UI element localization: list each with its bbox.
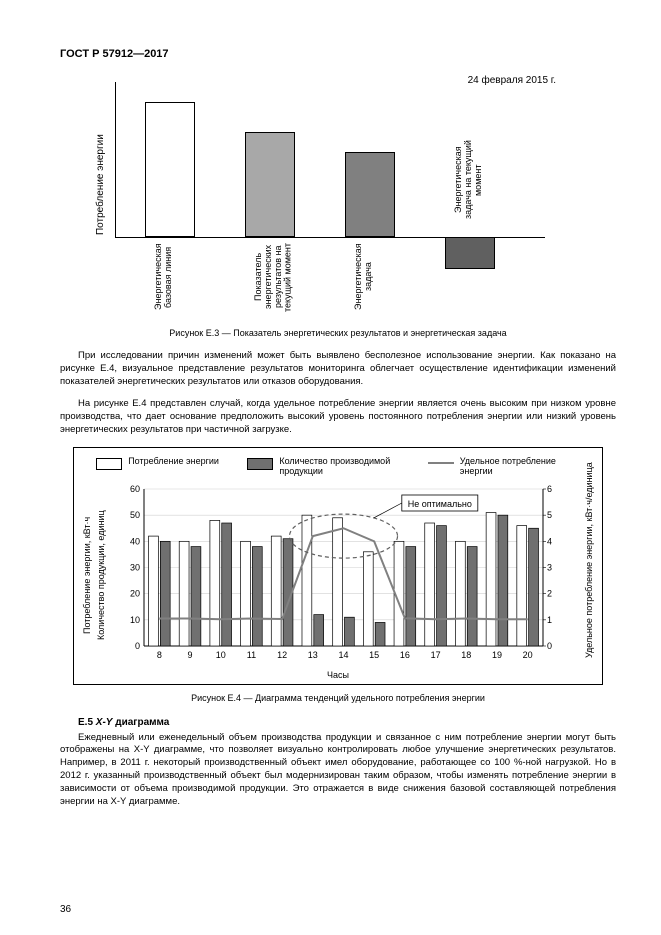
chart-e4: Потребление энергии Количество производи… [73, 447, 603, 685]
legend-product-label: Количество производимой продукции [279, 456, 399, 477]
chart-e3-yaxis-label: Потребление энергии [95, 115, 106, 255]
svg-text:30: 30 [130, 562, 140, 572]
svg-text:2: 2 [547, 588, 552, 598]
svg-text:50: 50 [130, 510, 140, 520]
svg-text:14: 14 [338, 650, 348, 660]
svg-text:8: 8 [157, 650, 162, 660]
legend-product-swatch [247, 458, 273, 470]
chart-e4-ylabel-energy: Потребление энергии, кВт·ч [82, 498, 92, 653]
svg-text:15: 15 [369, 650, 379, 660]
svg-text:40: 40 [130, 536, 140, 546]
page-number: 36 [60, 904, 71, 915]
chart-e3-bar-label: Энергетическаязадача [354, 240, 388, 314]
svg-text:11: 11 [247, 650, 256, 660]
chart-e3-bar-label: Энергетическаябазовая линия [154, 240, 188, 314]
chart-e3-y-axis [115, 82, 116, 237]
paragraph-2-text: На рисунке Е.4 представлен случай, когда… [60, 398, 616, 435]
legend-specific-swatch [428, 462, 454, 464]
page: ГОСТ Р 57912—2017 24 февраля 2015 г. Пот… [0, 0, 661, 935]
chart-e4-legend: Потребление энергии Количество производи… [82, 456, 594, 477]
paragraph-1-text: При исследовании причин изменений может … [60, 350, 616, 387]
chart-e4-svg: 0102030405060012345689101112131415161718… [118, 483, 563, 668]
svg-text:3: 3 [547, 562, 552, 572]
svg-text:9: 9 [188, 650, 193, 660]
chart-e3-bar [145, 102, 195, 237]
legend-product: Количество производимой продукции [247, 456, 399, 477]
chart-e4-ylabel-product: Количество продукции, единиц [96, 503, 106, 648]
svg-text:12: 12 [277, 650, 287, 660]
svg-text:0: 0 [135, 641, 140, 651]
chart-e4-plot: Потребление энергии, кВт·ч Количество пр… [118, 483, 566, 668]
chart-e3: 24 февраля 2015 г. Потребление энергии Э… [90, 70, 616, 320]
svg-text:6: 6 [547, 484, 552, 494]
chart-e3-plot: Энергетическаябазовая линия Показательэне… [115, 82, 545, 317]
chart-e4-caption: Рисунок Е.4 — Диаграмма тенденций удельн… [60, 693, 616, 703]
legend-energy-swatch [96, 458, 122, 470]
svg-text:0: 0 [547, 641, 552, 651]
svg-text:4: 4 [547, 536, 552, 546]
svg-text:10: 10 [130, 614, 140, 624]
svg-text:16: 16 [400, 650, 410, 660]
document-header: ГОСТ Р 57912—2017 [60, 48, 616, 60]
svg-text:5: 5 [547, 510, 552, 520]
svg-text:18: 18 [461, 650, 471, 660]
legend-energy: Потребление энергии [96, 456, 219, 470]
legend-specific: Удельное потребление энергии [428, 456, 580, 477]
paragraph-1: При исследовании причин изменений может … [60, 350, 616, 388]
chart-e4-ylabel-specific: Удельное потребление энергии, кВт·ч/един… [584, 455, 594, 665]
chart-e3-bar [245, 132, 295, 237]
svg-text:1: 1 [547, 614, 552, 624]
legend-specific-label: Удельное потребление энергии [460, 456, 580, 477]
svg-text:20: 20 [523, 650, 533, 660]
legend-energy-label: Потребление энергии [128, 456, 219, 466]
svg-text:19: 19 [492, 650, 502, 660]
chart-e3-bar [345, 152, 395, 237]
section-e5-text: Ежедневный или еженедельный объем произв… [60, 732, 616, 807]
section-e5-title: Е.5 X-Y диаграмма [78, 717, 616, 728]
paragraph-2: На рисунке Е.4 представлен случай, когда… [60, 398, 616, 436]
svg-text:13: 13 [308, 650, 318, 660]
svg-text:Не оптимально: Не оптимально [408, 499, 472, 509]
svg-text:20: 20 [130, 588, 140, 598]
section-e5-body: Ежедневный или еженедельный объем произв… [60, 732, 616, 809]
chart-e3-bar-label: Энергетическаязадача на текущиймомент [454, 127, 488, 233]
svg-text:60: 60 [130, 484, 140, 494]
chart-e3-bar-label: Показательэнергетическихрезультатов нате… [254, 240, 288, 314]
svg-text:10: 10 [216, 650, 226, 660]
chart-e4-xlabel: Часы [82, 670, 594, 680]
chart-e3-bar [445, 237, 495, 269]
chart-e3-caption: Рисунок Е.3 — Показатель энергетических … [60, 328, 616, 338]
svg-text:17: 17 [431, 650, 441, 660]
